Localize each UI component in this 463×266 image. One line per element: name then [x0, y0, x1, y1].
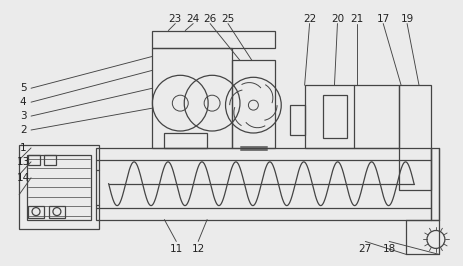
Text: 2: 2 — [20, 125, 26, 135]
Text: 27: 27 — [358, 244, 371, 254]
Bar — [304, 85, 398, 148]
Bar — [19, 145, 99, 230]
Text: 17: 17 — [376, 14, 389, 24]
Bar — [49, 206, 65, 218]
Text: 13: 13 — [16, 157, 30, 167]
Text: 21: 21 — [350, 14, 363, 24]
Bar — [44, 155, 56, 165]
Bar — [95, 148, 430, 219]
Text: 26: 26 — [203, 14, 216, 24]
Bar — [152, 48, 232, 148]
Text: 1: 1 — [20, 143, 26, 153]
Text: 22: 22 — [302, 14, 316, 24]
Bar — [27, 155, 91, 219]
Bar — [322, 95, 347, 138]
Text: 19: 19 — [400, 14, 413, 24]
Text: 20: 20 — [330, 14, 343, 24]
Text: 12: 12 — [191, 244, 204, 254]
Text: 18: 18 — [382, 244, 395, 254]
Text: 11: 11 — [169, 244, 182, 254]
Bar — [28, 155, 40, 165]
Text: 25: 25 — [221, 14, 234, 24]
Bar — [398, 85, 430, 190]
Bar — [28, 206, 44, 218]
Text: 5: 5 — [20, 83, 26, 93]
Text: 14: 14 — [16, 173, 30, 183]
Bar — [289, 105, 304, 135]
Text: 4: 4 — [20, 97, 26, 107]
Bar — [232, 60, 274, 148]
Text: 23: 23 — [169, 14, 181, 24]
Text: 3: 3 — [20, 111, 26, 121]
Text: 24: 24 — [186, 14, 200, 24]
Bar — [164, 133, 206, 148]
Bar — [152, 31, 274, 48]
